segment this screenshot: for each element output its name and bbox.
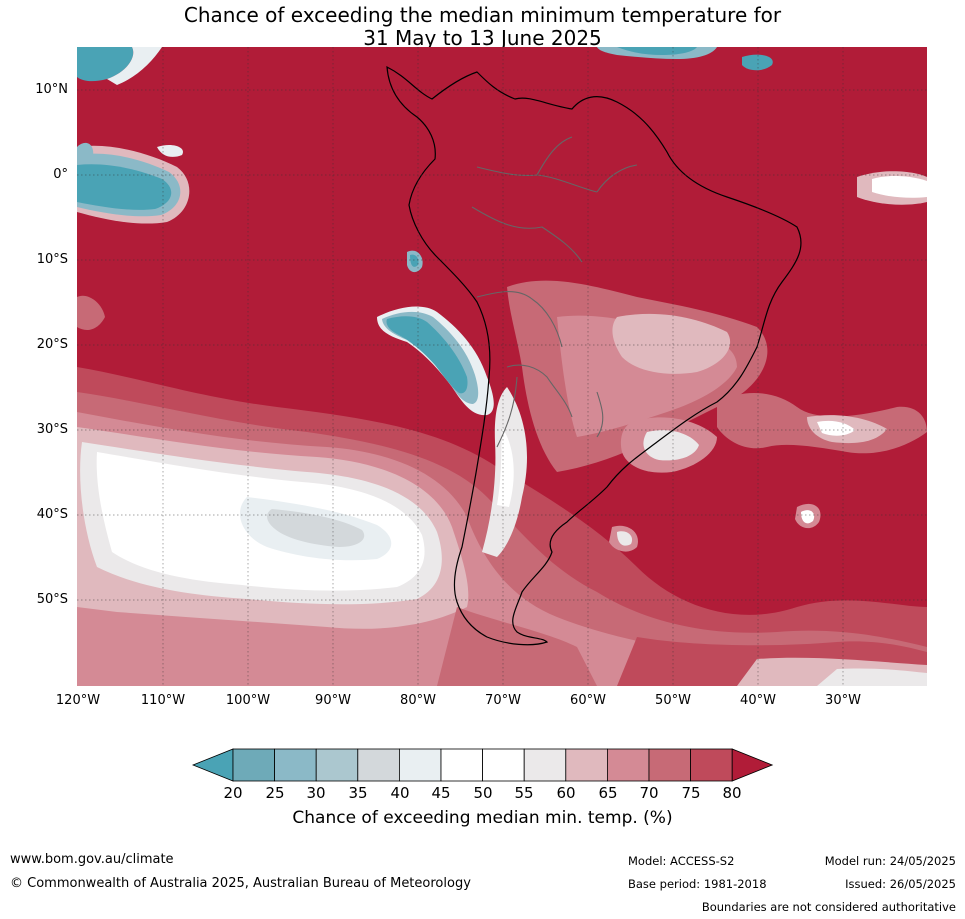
colorbar-tick-30: 30: [306, 784, 326, 802]
lat-label-10s: 10°S: [36, 252, 68, 267]
south-america-coastline: [386, 65, 802, 646]
lon-label-80w: 80°W: [400, 693, 436, 708]
colorbar-cell: [523, 748, 567, 782]
map-canvas: [77, 47, 927, 686]
colorbar-cell: [315, 748, 359, 782]
colorbar-tick-80: 80: [722, 784, 742, 802]
lon-label-30w: 30°W: [825, 693, 861, 708]
lon-label-70w: 70°W: [485, 693, 521, 708]
colorbar: [192, 748, 774, 782]
lon-label-50w: 50°W: [655, 693, 691, 708]
colorbar-cell: [565, 748, 608, 782]
colorbar-cell: [690, 748, 733, 782]
colorbar-label: Chance of exceeding median min. temp. (%…: [292, 808, 673, 828]
lat-label-10n: 10°N: [35, 82, 68, 97]
colorbar-cell: [398, 748, 442, 782]
colorbar-tick-35: 35: [348, 784, 368, 802]
title-line-2: 31 May to 13 June 2025: [363, 26, 602, 50]
lat-label-50s: 50°S: [36, 592, 68, 607]
pacific-cool-anomaly-north: [77, 47, 134, 82]
lon-label-120w: 120°W: [55, 693, 101, 708]
colorbar-tick-65: 65: [598, 784, 618, 802]
map-title: Chance of exceeding the median minimum t…: [0, 4, 965, 50]
colorbar-cell: [274, 748, 317, 782]
colorbar-cell: [440, 748, 483, 782]
forecast-map[interactable]: [77, 47, 927, 686]
colorbar-tick-25: 25: [265, 784, 285, 802]
colorbar-tick-60: 60: [556, 784, 576, 802]
copyright-text: © Commonwealth of Australia 2025, Austra…: [10, 876, 471, 891]
base-period-text: Base period: 1981-2018: [628, 877, 767, 891]
colorbar-tick-45: 45: [431, 784, 451, 802]
colorbar-tick-20: 20: [223, 784, 243, 802]
lat-label-20s: 20°S: [36, 337, 68, 352]
lat-label-0: 0°: [53, 167, 68, 182]
colorbar-extend-low: [192, 748, 234, 782]
colorbar-tick-70: 70: [639, 784, 659, 802]
lat-label-30s: 30°S: [36, 422, 68, 437]
website-link[interactable]: www.bom.gov.au/climate: [10, 852, 174, 867]
lon-label-110w: 110°W: [140, 693, 186, 708]
colorbar-cell: [482, 748, 525, 782]
colorbar-cell: [648, 748, 691, 782]
issued-text: Issued: 26/05/2025: [845, 877, 956, 891]
colorbar-cell: [606, 748, 650, 782]
colorbar-tick-40: 40: [390, 784, 410, 802]
southern-band-35: [267, 509, 365, 547]
lat-label-40s: 40°S: [36, 507, 68, 522]
model-text: Model: ACCESS-S2: [628, 854, 735, 868]
colorbar-extend-high: [731, 748, 774, 782]
lon-label-100w: 100°W: [225, 693, 271, 708]
colorbar-tick-55: 55: [514, 784, 534, 802]
boundaries-disclaimer: Boundaries are not considered authoritat…: [701, 900, 956, 914]
title-line-1: Chance of exceeding the median minimum t…: [183, 3, 782, 27]
colorbar-cell: [232, 748, 275, 782]
colorbar-cell: [357, 748, 400, 782]
lon-label-60w: 60°W: [570, 693, 606, 708]
lon-label-90w: 90°W: [315, 693, 351, 708]
model-run-text: Model run: 24/05/2025: [824, 854, 956, 868]
lon-label-40w: 40°W: [740, 693, 776, 708]
colorbar-tick-75: 75: [681, 784, 701, 802]
colorbar-tick-50: 50: [473, 784, 493, 802]
